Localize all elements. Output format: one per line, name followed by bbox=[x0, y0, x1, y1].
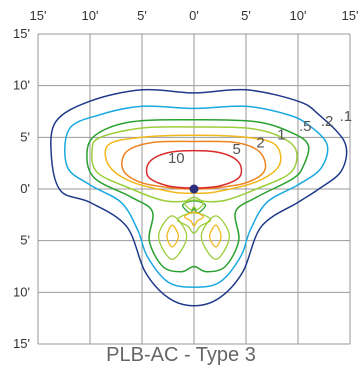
contour-line bbox=[104, 134, 282, 195]
x-tick-label: 10' bbox=[82, 8, 99, 23]
y-tick-label: 5' bbox=[20, 233, 30, 248]
y-tick-label: 5' bbox=[20, 129, 30, 144]
inner-contour-line bbox=[166, 224, 180, 248]
x-tick-label: 5' bbox=[241, 8, 251, 23]
inner-contour-line bbox=[208, 224, 222, 248]
contour-label: 1 bbox=[277, 126, 285, 143]
contour-label: .2 bbox=[321, 113, 334, 130]
x-axis-ticks: 15' 10' 5' 0' 5' 10' 15' bbox=[30, 8, 359, 23]
y-tick-label: 0' bbox=[20, 181, 30, 196]
x-tick-label: 5' bbox=[137, 8, 147, 23]
contour-labels: 10 5 2 1 .5 .2 .1 bbox=[168, 108, 352, 167]
y-tick-label: 10' bbox=[13, 78, 30, 93]
contour-label: 5 bbox=[232, 141, 240, 158]
inner-contours bbox=[157, 199, 231, 260]
inner-contour-line bbox=[183, 199, 205, 211]
y-tick-label: 15' bbox=[13, 336, 30, 351]
contour-line bbox=[91, 126, 298, 203]
x-tick-label: 15' bbox=[342, 8, 359, 23]
grid bbox=[37, 33, 351, 345]
contour-label: 2 bbox=[256, 135, 264, 152]
x-tick-label: 15' bbox=[30, 8, 47, 23]
contour-line bbox=[64, 105, 329, 288]
y-tick-label: 15' bbox=[13, 26, 30, 41]
y-axis-ticks: 15' 10' 5' 0' 5' 10' 15' bbox=[13, 26, 30, 351]
contour-label: .5 bbox=[299, 118, 312, 135]
inner-contour-line bbox=[200, 215, 231, 260]
contour-label: .1 bbox=[340, 108, 353, 125]
contour-label: 10 bbox=[168, 150, 185, 167]
contour-line bbox=[50, 88, 348, 307]
fixture-marker bbox=[189, 184, 199, 194]
x-tick-label: 10' bbox=[290, 8, 307, 23]
y-tick-label: 10' bbox=[13, 284, 30, 299]
contour-line bbox=[145, 149, 243, 189]
x-tick-label: 0' bbox=[189, 8, 199, 23]
inner-contour-line bbox=[157, 215, 188, 260]
inner-contour-line bbox=[183, 211, 205, 227]
contour-line bbox=[121, 140, 267, 190]
contour-line bbox=[86, 119, 310, 273]
chart-caption: PLB-AC - Type 3 bbox=[106, 344, 256, 366]
contours bbox=[50, 88, 348, 307]
